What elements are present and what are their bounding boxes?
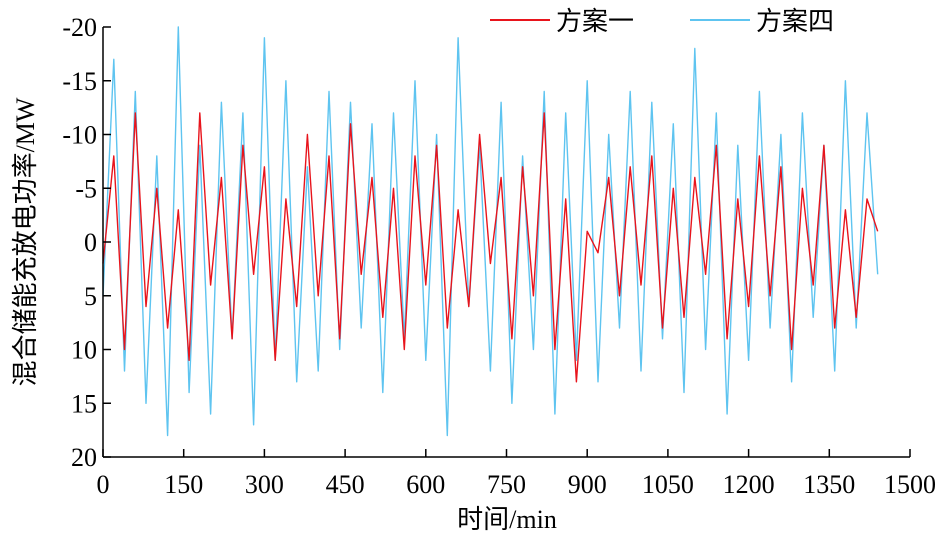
y-tick-label: -15 — [62, 67, 97, 96]
x-tick-label: 900 — [568, 470, 607, 499]
y-tick-label: 20 — [71, 443, 97, 472]
y-tick-label: -20 — [62, 13, 97, 42]
series-line — [102, 26, 879, 437]
legend-label: 方案一 — [556, 7, 634, 36]
x-tick-label: 150 — [164, 470, 203, 499]
x-tick-label: 600 — [406, 470, 445, 499]
x-tick-label: 0 — [97, 470, 110, 499]
legend-label: 方案四 — [756, 7, 834, 36]
y-tick-label: 15 — [71, 389, 97, 418]
y-tick-label: -5 — [75, 174, 97, 203]
x-tick-label: 1200 — [723, 470, 775, 499]
x-tick-label: 450 — [326, 470, 365, 499]
x-tick-label: 300 — [245, 470, 284, 499]
x-tick-label: 1350 — [803, 470, 855, 499]
y-tick-label: 0 — [84, 228, 97, 257]
series-line — [102, 112, 879, 383]
y-tick-label: 5 — [84, 282, 97, 311]
y-tick-label: 10 — [71, 336, 97, 365]
y-tick-label: -10 — [62, 121, 97, 150]
x-tick-label: 1500 — [884, 470, 936, 499]
x-tick-label: 1050 — [642, 470, 694, 499]
x-tick-label: 750 — [487, 470, 526, 499]
x-axis-label: 时间/min — [457, 505, 557, 534]
y-axis-label: 混合储能充放电功率/MW — [11, 97, 40, 386]
